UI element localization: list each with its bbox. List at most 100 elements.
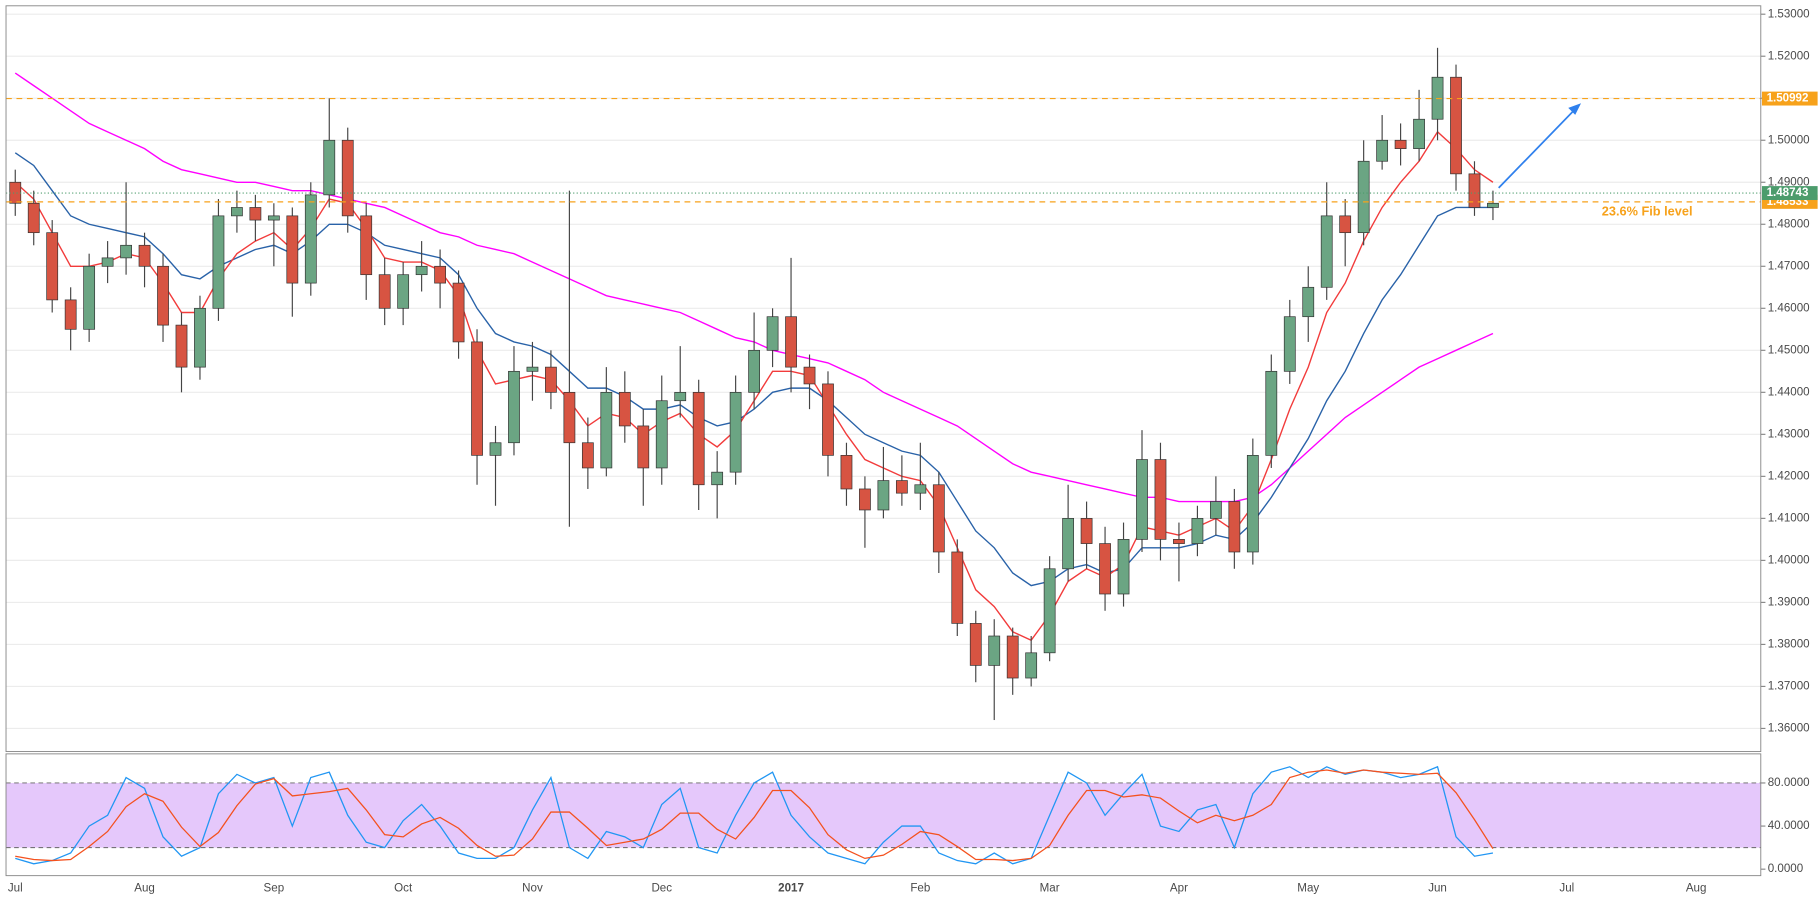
- candle-body: [1468, 173, 1481, 208]
- y-tick-label: 1.43000: [1768, 428, 1810, 440]
- candle-body: [1228, 501, 1241, 553]
- candle-body: [304, 194, 317, 284]
- axes: Jul Aug Sep Oct Nov Dec 2017 Feb Mar Apr May Jun Jul…: [8, 8, 1818, 894]
- candle-body: [120, 244, 132, 259]
- x-tick-label: Feb: [910, 882, 930, 894]
- candle-body: [1154, 459, 1167, 540]
- x-tick-label: Oct: [394, 882, 413, 894]
- candle-body: [969, 623, 982, 666]
- level-label-box: [1761, 91, 1818, 106]
- main-frame: [5, 5, 1762, 753]
- candle-body: [175, 324, 188, 368]
- trend-arrow: [1498, 106, 1579, 189]
- stoch-band: [6, 782, 1761, 848]
- candle-body: [600, 391, 613, 469]
- y-tick-label: 1.40000: [1768, 554, 1810, 566]
- candle-body: [840, 455, 853, 490]
- x-tick-label: Dec: [651, 882, 672, 894]
- candle-body: [212, 215, 225, 309]
- candle-body: [360, 215, 373, 276]
- candle-body: [859, 488, 871, 511]
- plot: [6, 47, 1761, 865]
- y-tick-label: 1.48000: [1768, 218, 1810, 230]
- candle-body: [914, 484, 927, 494]
- stoch-line: [15, 769, 1494, 862]
- candle-body: [508, 370, 520, 444]
- x-tick-label: Mar: [1040, 882, 1060, 894]
- trend-arrow-head: [1568, 103, 1582, 115]
- candle-body: [526, 366, 539, 372]
- candle-body: [785, 316, 797, 368]
- x-tick-label: Jun: [1428, 882, 1447, 894]
- y-tick-label: 1.49000: [1768, 176, 1810, 188]
- candle-body: [1339, 215, 1352, 234]
- candle-body: [1025, 652, 1038, 679]
- y-tick-label: 40.0000: [1768, 820, 1810, 832]
- candle-body: [822, 383, 834, 456]
- candle-body: [27, 202, 40, 234]
- x-tick-label: 2017: [778, 882, 804, 894]
- y-tick-label: 1.47000: [1768, 260, 1810, 272]
- candle-body: [489, 442, 502, 456]
- candle-body: [1302, 286, 1315, 318]
- y-tick-label: 1.50000: [1768, 134, 1810, 146]
- candle-body: [267, 215, 280, 221]
- candle-body: [1117, 539, 1130, 595]
- candle-body: [64, 299, 77, 330]
- y-tick-label: 1.39000: [1768, 596, 1810, 608]
- x-tick-label: May: [1297, 882, 1319, 894]
- candle-body: [655, 400, 668, 469]
- candle-body: [988, 635, 1001, 666]
- candle-body: [545, 366, 557, 393]
- candle-body: [323, 139, 336, 196]
- y-tick-label: 1.37000: [1768, 680, 1810, 692]
- candle-body: [138, 244, 151, 267]
- candle-body: [231, 207, 243, 217]
- candle-body: [434, 265, 446, 284]
- x-tick-label: Aug: [1686, 882, 1707, 894]
- x-tick-label: Apr: [1170, 882, 1188, 894]
- candle-body: [637, 425, 650, 469]
- y-tick-label: 1.53000: [1768, 8, 1810, 20]
- level-label: 1.48743: [1767, 187, 1809, 199]
- candle-body: [415, 265, 428, 276]
- candle-body: [618, 391, 631, 427]
- candle-body: [1487, 202, 1499, 208]
- y-tick-label: 1.38000: [1768, 638, 1810, 650]
- candle-body: [1099, 543, 1111, 595]
- candle-body: [341, 139, 354, 217]
- stoch-frame: [5, 753, 1762, 877]
- candle-body: [1357, 160, 1370, 234]
- x-tick-label: Jul: [8, 882, 23, 894]
- stoch-line: [15, 765, 1494, 865]
- candle-body: [452, 282, 465, 343]
- y-tick-label: 1.36000: [1768, 723, 1810, 735]
- candle-body: [397, 274, 410, 309]
- candle-body: [1246, 455, 1259, 553]
- y-tick-label: 1.41000: [1768, 512, 1810, 524]
- candle-body: [1283, 316, 1296, 372]
- candle-body: [1265, 370, 1278, 456]
- y-tick-label: 80.0000: [1768, 777, 1810, 789]
- y-tick-label: 1.46000: [1768, 302, 1810, 314]
- candle-body: [46, 232, 59, 301]
- candle-body: [803, 366, 816, 385]
- y-tick-label: 1.44000: [1768, 386, 1810, 398]
- x-tick-label: Aug: [134, 882, 155, 894]
- candle-body: [1062, 518, 1075, 570]
- fib-annotation: 23.6% Fib level: [1602, 204, 1693, 219]
- candle-body: [1376, 139, 1389, 162]
- candle-body: [674, 391, 687, 402]
- candle-body: [83, 265, 96, 330]
- candle-body: [729, 391, 742, 473]
- y-tick-label: 1.52000: [1768, 50, 1810, 62]
- candle-body: [1191, 518, 1204, 544]
- candle-body: [286, 215, 299, 284]
- candle-body: [895, 480, 908, 494]
- candle-body: [581, 442, 594, 469]
- candle-body: [563, 391, 576, 444]
- candle-body: [1209, 501, 1222, 519]
